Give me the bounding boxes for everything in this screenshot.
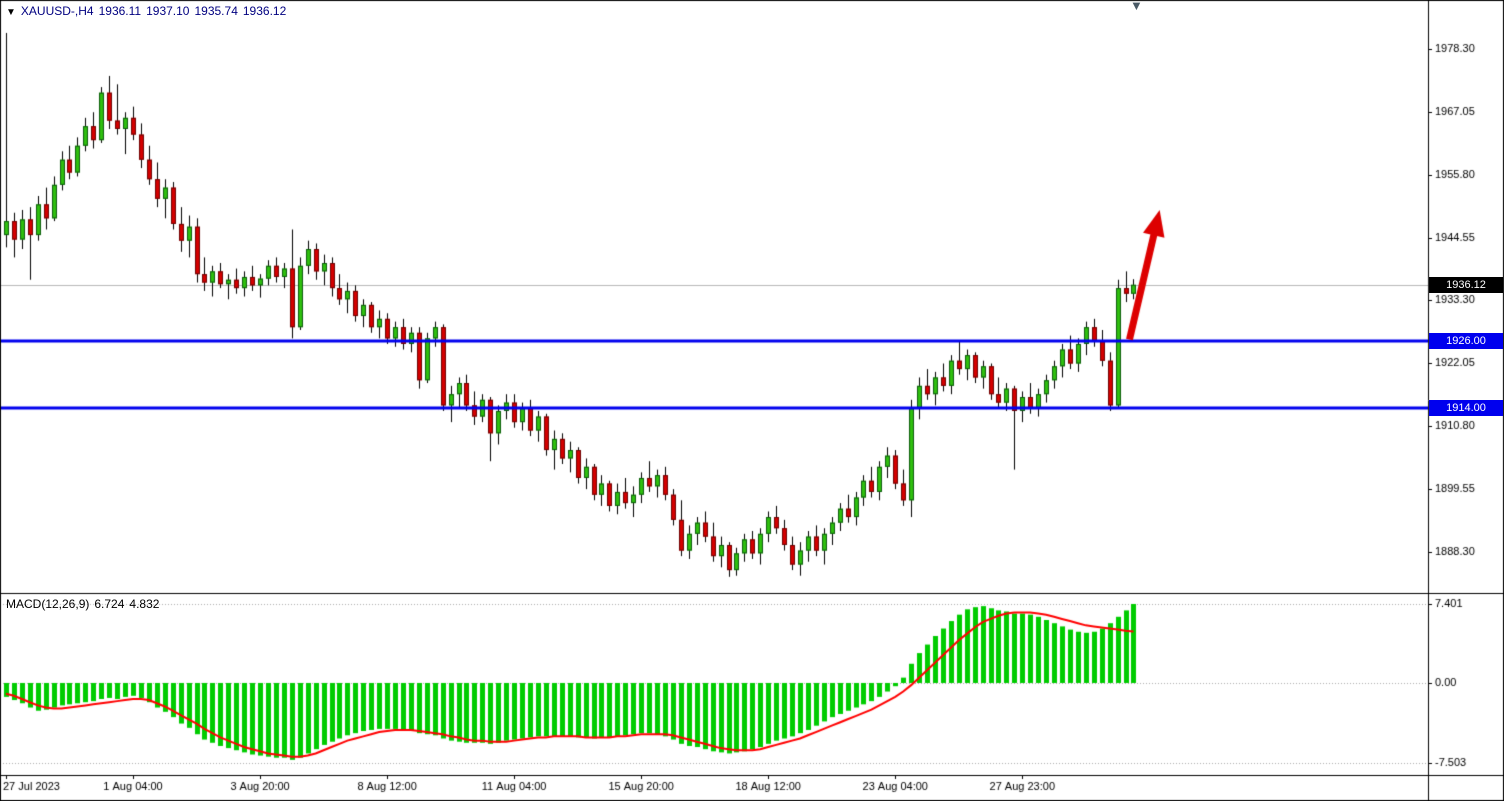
hline-badge-1926: 1926.00 [1429,333,1503,350]
symbol-dropdown-icon[interactable]: ▼ [6,7,16,18]
ohlc-high-value: 1937.10 [146,4,190,18]
macd-name: MACD(12,26,9) [6,597,90,611]
symbol-period-label: XAUUSD-,H4 [20,4,94,18]
macd-indicator-label: MACD(12,26,9) 6.724 4.832 [6,597,164,611]
ohlc-low-value: 1935.74 [194,4,238,18]
ohlc-info-bar: ▼ XAUUSD-,H4 1936.11 1937.10 1935.74 1936.12 [6,4,291,18]
ohlc-open-value: 1936.11 [98,4,142,18]
macd-main-value: 6.724 [94,597,125,611]
macd-signal-value: 4.832 [129,597,160,611]
current-price-badge: 1936.12 [1429,276,1503,293]
chart-marker-icon: ▼ [1130,0,1143,13]
ohlc-close-value: 1936.12 [242,4,287,18]
hline-badge-1914: 1914.00 [1429,400,1503,417]
